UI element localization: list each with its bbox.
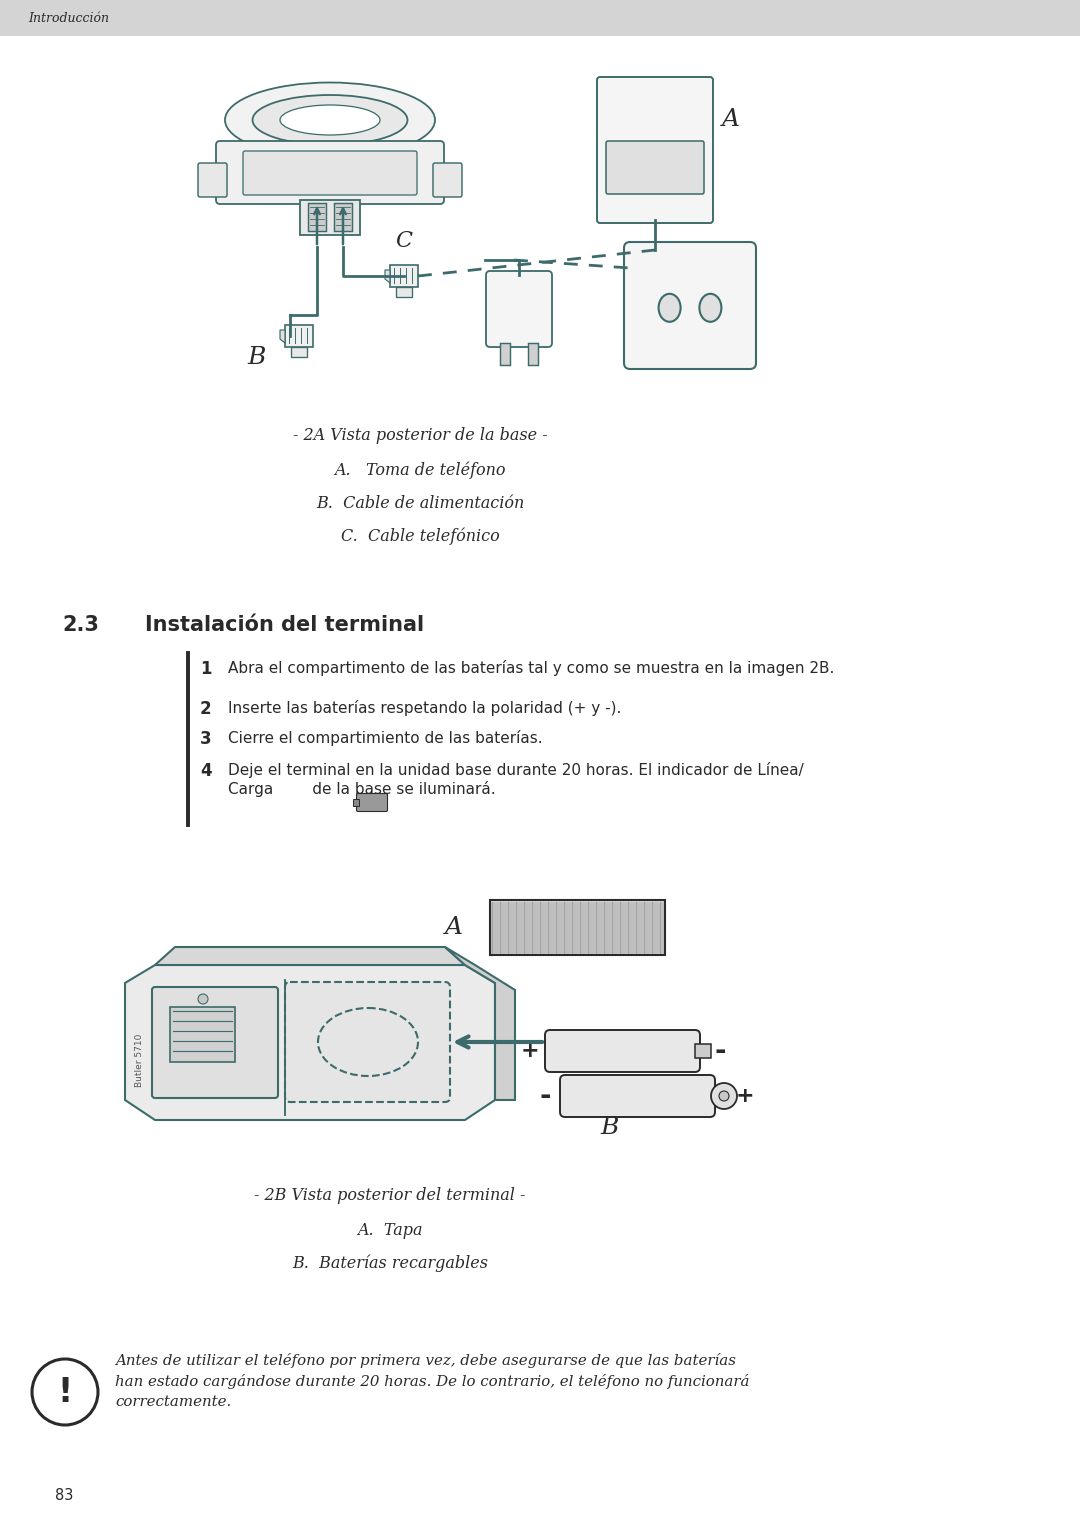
Circle shape — [198, 995, 208, 1004]
Text: B.  Baterías recargables: B. Baterías recargables — [292, 1254, 488, 1271]
Bar — [285, 325, 313, 347]
FancyBboxPatch shape — [152, 987, 278, 1099]
Text: 83: 83 — [55, 1488, 73, 1504]
FancyBboxPatch shape — [486, 270, 552, 347]
Text: Butler 5710: Butler 5710 — [135, 1033, 144, 1086]
Text: Deje el terminal en la unidad base durante 20 horas. El indicador de Línea/
Carg: Deje el terminal en la unidad base duran… — [228, 762, 804, 796]
Polygon shape — [156, 947, 465, 966]
Text: !: ! — [57, 1375, 72, 1409]
FancyBboxPatch shape — [243, 151, 417, 196]
Bar — [308, 203, 326, 231]
FancyBboxPatch shape — [198, 163, 227, 197]
Ellipse shape — [253, 95, 407, 145]
Ellipse shape — [700, 293, 721, 322]
Text: - 2B Vista posterior del terminal -: - 2B Vista posterior del terminal - — [254, 1187, 526, 1204]
Text: 4: 4 — [200, 762, 212, 779]
Bar — [490, 900, 665, 955]
Bar — [696, 1044, 711, 1057]
FancyBboxPatch shape — [597, 76, 713, 223]
Text: B.  Cable de alimentación: B. Cable de alimentación — [315, 495, 524, 512]
Bar — [528, 342, 538, 365]
FancyBboxPatch shape — [624, 241, 756, 368]
Text: Antes de utilizar el teléfono por primera vez, debe asegurarse de que las baterí: Antes de utilizar el teléfono por primer… — [114, 1352, 750, 1409]
Polygon shape — [384, 270, 390, 283]
Ellipse shape — [659, 293, 680, 322]
FancyBboxPatch shape — [433, 163, 462, 197]
Bar — [291, 347, 307, 358]
Text: A: A — [723, 108, 740, 131]
Bar — [396, 287, 411, 296]
FancyBboxPatch shape — [606, 141, 704, 194]
Text: Cierre el compartimiento de las baterías.: Cierre el compartimiento de las baterías… — [228, 730, 542, 746]
Text: +: + — [735, 1086, 754, 1106]
Text: A.   Toma de teléfono: A. Toma de teléfono — [334, 461, 505, 478]
Text: C.  Cable telefónico: C. Cable telefónico — [340, 527, 499, 545]
Text: -: - — [539, 1082, 551, 1109]
Text: C: C — [395, 231, 411, 252]
Text: -: - — [714, 1038, 726, 1065]
Ellipse shape — [280, 105, 380, 134]
FancyBboxPatch shape — [545, 1030, 700, 1073]
Polygon shape — [125, 966, 495, 1120]
Polygon shape — [445, 947, 515, 1100]
Text: Instalación del terminal: Instalación del terminal — [145, 614, 424, 636]
Text: Inserte las baterías respetando la polaridad (+ y -).: Inserte las baterías respetando la polar… — [228, 700, 621, 717]
Circle shape — [711, 1083, 737, 1109]
Text: +: + — [521, 1041, 539, 1060]
Text: 3: 3 — [200, 730, 212, 749]
Text: - 2A Vista posterior de la base -: - 2A Vista posterior de la base - — [293, 426, 548, 445]
Text: A: A — [445, 917, 463, 940]
Ellipse shape — [225, 83, 435, 157]
Text: 2: 2 — [200, 700, 212, 718]
Text: 2.3: 2.3 — [62, 614, 99, 636]
FancyBboxPatch shape — [356, 793, 388, 811]
Polygon shape — [280, 330, 285, 342]
Text: B: B — [600, 1115, 619, 1138]
Bar — [390, 264, 418, 287]
Circle shape — [719, 1091, 729, 1102]
Circle shape — [32, 1358, 98, 1426]
Text: Introducción: Introducción — [28, 12, 109, 24]
FancyBboxPatch shape — [285, 983, 450, 1102]
Bar — [500, 342, 510, 365]
Bar — [353, 799, 359, 805]
Bar — [170, 1007, 235, 1062]
FancyBboxPatch shape — [216, 141, 444, 205]
Text: Abra el compartimento de las baterías tal y como se muestra en la imagen 2B.: Abra el compartimento de las baterías ta… — [228, 660, 835, 675]
Text: A.  Tapa: A. Tapa — [357, 1222, 422, 1239]
Text: B: B — [247, 347, 266, 370]
Bar — [334, 203, 352, 231]
Text: 1: 1 — [200, 660, 212, 678]
Bar — [0, 0, 1080, 37]
FancyBboxPatch shape — [561, 1076, 715, 1117]
Bar — [300, 200, 360, 235]
